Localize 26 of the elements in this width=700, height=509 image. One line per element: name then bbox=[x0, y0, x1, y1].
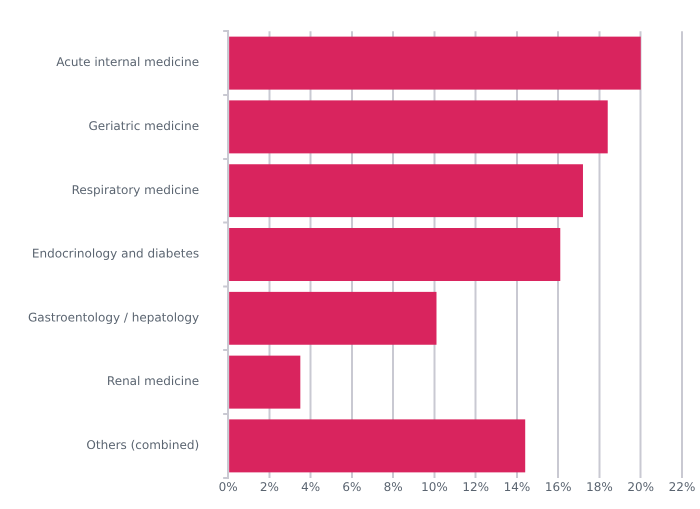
x-tick-label: 14% bbox=[504, 480, 530, 494]
x-tick-label: 12% bbox=[462, 480, 490, 494]
y-tick-label: Respiratory medicine bbox=[72, 182, 200, 197]
bar bbox=[229, 419, 526, 472]
x-tick-label: 4% bbox=[301, 480, 320, 494]
x-tick-label: 18% bbox=[586, 480, 613, 494]
x-tick-label: 0% bbox=[218, 480, 238, 494]
x-tick-label: 20% bbox=[627, 480, 654, 494]
y-tick-label: Renal medicine bbox=[106, 374, 200, 388]
x-tick-label: 16% bbox=[544, 480, 572, 494]
y-tick-label: Gastroentology / hepatology bbox=[28, 310, 200, 324]
y-tick-label: Acute internal medicine bbox=[56, 55, 200, 70]
bar bbox=[229, 36, 641, 90]
x-tick-label: 2% bbox=[260, 480, 279, 494]
y-tick-label: Geriatric medicine bbox=[88, 119, 200, 134]
bar bbox=[229, 356, 300, 409]
bar bbox=[229, 164, 583, 218]
bar bbox=[229, 228, 560, 281]
x-tick-label: 6% bbox=[342, 480, 362, 494]
x-tick-label: 8% bbox=[384, 480, 403, 494]
y-tick-label: Others (combined) bbox=[86, 438, 200, 452]
bar bbox=[229, 292, 436, 345]
y-tick-label: Endocrinology and diabetes bbox=[32, 246, 200, 261]
x-tick-label: 10% bbox=[421, 480, 448, 494]
x-tick-label: 22% bbox=[668, 480, 696, 494]
bar bbox=[229, 100, 608, 154]
